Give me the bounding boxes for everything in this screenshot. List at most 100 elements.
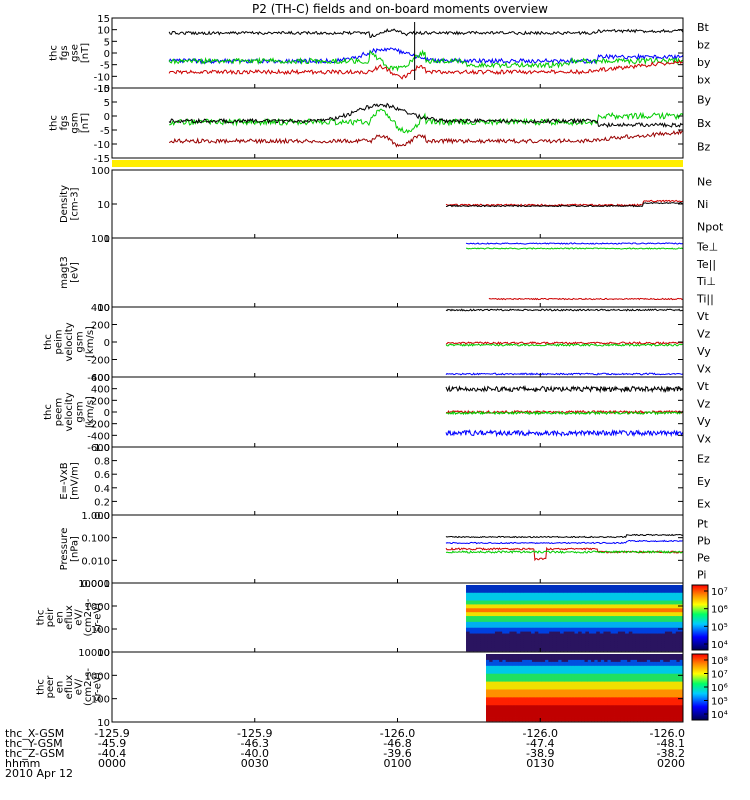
peir-spectrogram-pixel xyxy=(538,639,543,642)
peir-spectrogram-pixel xyxy=(632,641,637,644)
peer-spectrogram-pixel xyxy=(604,697,608,700)
peer-spectrogram-pixel xyxy=(502,657,507,661)
peer-spectrogram-pixel xyxy=(571,667,576,671)
peer-spectrogram-pixel xyxy=(643,675,648,679)
peer-spectrogram-pixel xyxy=(551,667,556,671)
peir-spectrogram-pixel xyxy=(534,631,539,634)
peir-spectrogram-pixel xyxy=(599,618,604,621)
peir-spectrogram-pixel xyxy=(556,608,561,611)
peer-spectrogram-pixel xyxy=(561,661,566,665)
peir-spectrogram-pixel xyxy=(614,610,619,613)
peer-spectrogram-pixel xyxy=(637,691,641,694)
peer-spectrogram-pixel xyxy=(568,661,572,665)
peir-spectrogram-pixel xyxy=(585,629,590,632)
peir-spectrogram-pixel xyxy=(603,612,608,615)
peer-spectrogram-pixel xyxy=(492,689,497,692)
peer-spectrogram-pixel xyxy=(512,683,516,686)
peer-spectrogram-pixel xyxy=(577,687,582,690)
peir-spectrogram-pixel xyxy=(661,604,666,607)
peer-spectrogram-pixel xyxy=(591,699,595,702)
peer-spectrogram-pixel xyxy=(561,709,566,712)
peir-spectrogram-pixel xyxy=(484,639,489,642)
peir-spectrogram-pixel xyxy=(675,618,680,621)
fgs-gse-ylabel-line: fgs xyxy=(59,45,70,60)
peir-spectrogram-pixel xyxy=(628,585,633,588)
peir-spectrogram-pixel xyxy=(560,649,565,652)
peer-spectrogram-pixel xyxy=(591,707,595,710)
peir-spectrogram-pixel xyxy=(520,618,525,621)
peir-spectrogram-pixel xyxy=(646,647,651,650)
peem-velocity-ylabel-line: [km/s] xyxy=(85,396,96,428)
peir-spectrogram-pixel xyxy=(643,625,648,629)
peir-spectrogram-pixel xyxy=(545,631,550,634)
peer-spectrogram-pixel xyxy=(545,671,549,675)
peir-spectrogram-pixel xyxy=(628,647,633,650)
peir-spectrogram-pixel xyxy=(592,586,597,590)
peer-spectrogram-pixel xyxy=(620,697,625,700)
peir-spectrogram-pixel xyxy=(538,614,543,617)
peer-spectrogram-pixel xyxy=(538,695,543,698)
peir-spectrogram-pixel xyxy=(607,596,612,599)
peir-spectrogram-pixel xyxy=(646,596,651,599)
peer-spectrogram-pixel xyxy=(637,665,641,669)
peer-spectrogram-pixel xyxy=(640,663,644,667)
peir-spectrogram-pixel xyxy=(610,645,615,648)
peir-spectrogram-pixel xyxy=(654,627,659,631)
peir-spectrogram-pixel xyxy=(625,585,630,588)
peer-spectrogram-pixel xyxy=(637,697,641,700)
peer-spectrogram-pixel xyxy=(643,671,648,675)
peer-spectrogram-pixel xyxy=(673,703,677,706)
peir-spectrogram-pixel xyxy=(668,606,673,609)
peir-spectrogram-pixel xyxy=(473,604,478,607)
peir-spectrogram-pixel xyxy=(541,585,546,588)
peir-spectrogram-pixel xyxy=(643,621,648,625)
peer-spectrogram-pixel xyxy=(535,669,539,673)
peer-spectrogram-pixel xyxy=(617,709,622,712)
peir-spectrogram-pixel xyxy=(570,623,575,627)
peer-spectrogram-pixel xyxy=(643,711,648,714)
peer-spectrogram-pixel xyxy=(584,697,589,700)
peir-spectrogram-pixel xyxy=(657,631,662,634)
peir-spectrogram-pixel xyxy=(509,602,514,605)
peer-spectrogram-pixel xyxy=(531,711,536,714)
peir-spectrogram-pixel xyxy=(599,621,604,625)
peir-spectrogram-pixel xyxy=(585,641,590,644)
peir-spectrogram-pixel xyxy=(498,639,503,642)
peir-spectrogram-pixel xyxy=(480,596,485,599)
peer-spectrogram-pixel xyxy=(660,657,664,661)
peer-spectrogram-pixel xyxy=(594,707,599,710)
peer-spectrogram-pixel xyxy=(623,657,628,661)
fgs-gse-ytick-label: 15 xyxy=(97,14,110,25)
peer-spectrogram-pixel xyxy=(502,673,507,677)
peer-spectrogram-pixel xyxy=(486,661,490,665)
peer-spectrogram-pixel xyxy=(531,699,536,702)
peer-spectrogram-pixel xyxy=(650,719,654,722)
peer-spectrogram-pixel xyxy=(587,683,592,686)
peir-spectrogram-pixel xyxy=(592,618,597,621)
peir-spectrogram-pixel xyxy=(672,623,677,627)
peer-spectrogram-pixel xyxy=(531,665,536,669)
peer-spectrogram-pixel xyxy=(669,677,674,681)
peer-spectrogram-pixel xyxy=(574,693,579,696)
peir-spectrogram-pixel xyxy=(668,586,673,590)
peer-spectrogram-pixel xyxy=(587,715,592,718)
peer-spectrogram-pixel xyxy=(600,677,605,681)
peir-spectrogram-pixel xyxy=(679,641,684,644)
peir-spectrogram-pixel xyxy=(635,619,641,623)
peir-spectrogram-pixel xyxy=(599,588,604,592)
peer-spectrogram-pixel xyxy=(508,657,513,661)
peer-spectrogram-pixel xyxy=(515,691,520,694)
peir-spectrogram-pixel xyxy=(567,612,572,615)
peir-spectrogram-pixel xyxy=(646,621,651,625)
peir-spectrogram-pixel xyxy=(625,641,630,644)
peer-spectrogram-pixel xyxy=(581,691,585,694)
peer-spectrogram-pixel xyxy=(545,701,549,704)
peir-spectrogram-pixel xyxy=(596,596,601,599)
xaxis-value: -46.3 xyxy=(241,737,269,750)
peir-spectrogram-pixel xyxy=(545,614,550,617)
peer-spectrogram-pixel xyxy=(637,703,641,706)
peir-spectrogram-pixel xyxy=(668,594,673,598)
peir-spectrogram-pixel xyxy=(610,590,615,594)
peer-spectrogram-pixel xyxy=(594,659,599,663)
peir-spectrogram-pixel xyxy=(556,588,561,592)
